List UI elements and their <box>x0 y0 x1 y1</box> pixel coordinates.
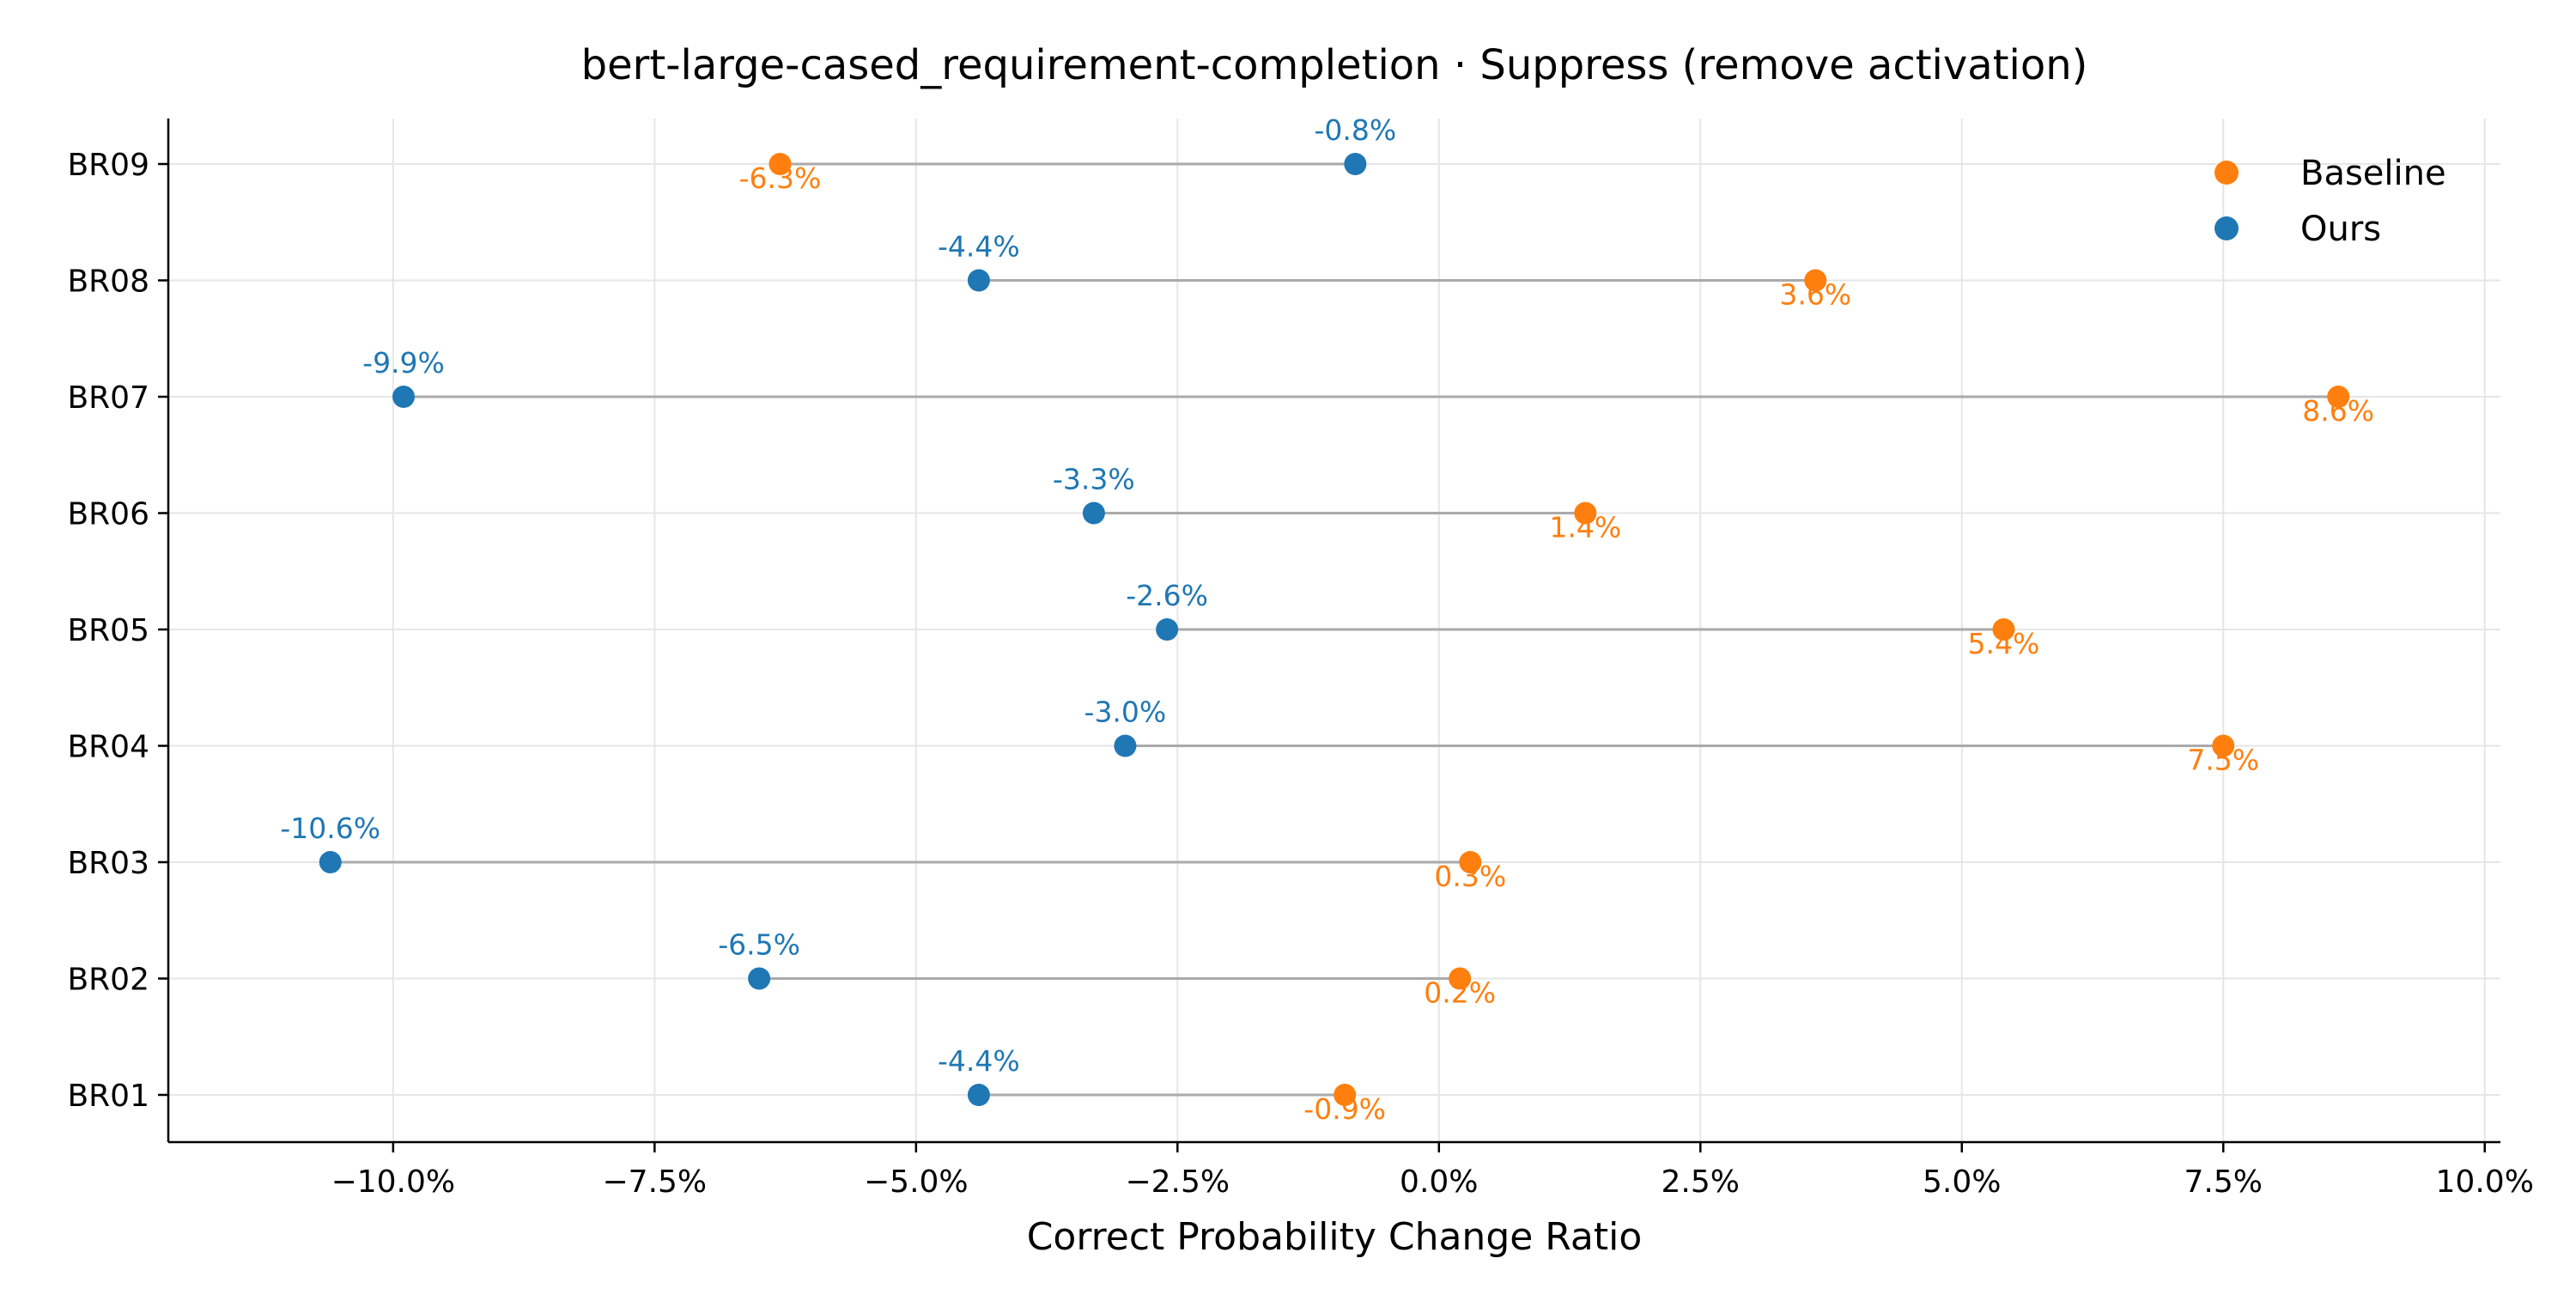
axis-layer: −10.0% −7.5% −5.0% −2.5% 0.0% 2.5% 5.0% 7.5% 10.… <box>67 119 2534 1200</box>
y-tick-label: BR01 <box>67 1079 149 1114</box>
y-tick-label: BR08 <box>67 264 149 300</box>
ours-point <box>1344 153 1367 175</box>
baseline-value-label: 0.3% <box>1434 860 1506 893</box>
baseline-value-label: 8.6% <box>2302 394 2374 428</box>
connector-layer <box>330 162 2339 1097</box>
baseline-value-label: -6.3% <box>739 161 822 195</box>
x-tick-label: 10.0% <box>2436 1164 2534 1200</box>
x-tick-label: 0.0% <box>1400 1164 1478 1200</box>
baseline-point <box>2327 386 2350 408</box>
baseline-point <box>2212 734 2235 757</box>
ours-value-label: -4.4% <box>938 230 1020 264</box>
baseline-point <box>1459 851 1482 873</box>
legend-label: Baseline <box>2300 154 2446 193</box>
y-tick-label: BR04 <box>67 730 149 765</box>
ours-value-label: -0.8% <box>1314 113 1396 147</box>
y-tick-label: BR06 <box>67 497 149 532</box>
ours-value-label: -2.6% <box>1126 579 1208 612</box>
baseline-point <box>1804 269 1827 292</box>
baseline-value-label: 7.5% <box>2187 744 2259 777</box>
y-tick-label: BR09 <box>67 148 149 183</box>
ours-value-label: -6.5% <box>718 928 800 962</box>
legend-marker <box>2215 161 2239 185</box>
x-tick-label: 7.5% <box>2184 1164 2263 1200</box>
x-axis-label: Correct Probability Change Ratio <box>1027 1215 1643 1259</box>
y-tick-label: BR03 <box>67 846 149 881</box>
ours-point <box>319 851 342 873</box>
baseline-value-label: 1.4% <box>1549 511 1621 544</box>
ours-value-label: -4.4% <box>938 1044 1020 1078</box>
ours-value-label: -3.3% <box>1053 463 1135 496</box>
legend-label: Ours <box>2300 210 2381 249</box>
y-tick-label: BR05 <box>67 613 149 648</box>
x-tick-label: 2.5% <box>1662 1164 1740 1200</box>
baseline-value-label: 0.2% <box>1424 976 1496 1010</box>
point-layer <box>319 153 2350 1106</box>
ours-value-label: -10.6% <box>280 812 380 845</box>
ours-value-label: -3.0% <box>1084 696 1167 729</box>
baseline-point <box>769 153 792 175</box>
baseline-point <box>1574 502 1597 525</box>
x-tick-label: −7.5% <box>603 1164 708 1200</box>
x-tick-label: −5.0% <box>864 1164 969 1200</box>
legend-marker <box>2215 216 2239 240</box>
chart-title: bert-large-cased_requirement-completion … <box>581 41 2088 89</box>
ours-point <box>967 1084 990 1106</box>
baseline-point <box>1334 1084 1357 1106</box>
x-tick-label: −2.5% <box>1125 1164 1230 1200</box>
baseline-value-label: 3.6% <box>1779 278 1851 312</box>
baseline-point <box>1992 618 2015 641</box>
x-tick-label: −10.0% <box>331 1164 456 1200</box>
baseline-value-label: 5.4% <box>1968 627 2040 660</box>
ours-point <box>1082 502 1105 525</box>
y-tick-label: BR07 <box>67 380 149 416</box>
y-tick-label: BR02 <box>67 963 149 998</box>
ours-point <box>967 269 990 292</box>
ours-point <box>392 386 416 408</box>
legend: Baseline Ours <box>2215 154 2446 249</box>
ours-point <box>1114 734 1137 757</box>
x-tick-label: 5.0% <box>1923 1164 2001 1200</box>
ours-value-label: -9.9% <box>362 346 445 380</box>
baseline-point <box>1449 967 1472 990</box>
label-layer: -4.4% -0.9% -6.5% 0.2% -10.6% 0.3% -3.0% 7.5% -2… <box>280 113 2374 1126</box>
ours-point <box>748 967 771 990</box>
ours-point <box>1156 618 1179 641</box>
baseline-value-label: -0.9% <box>1303 1092 1386 1126</box>
